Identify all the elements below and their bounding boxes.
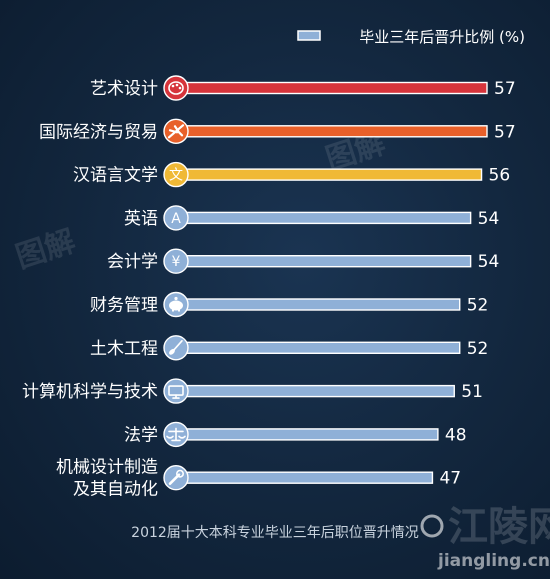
- monitor-icon: [168, 385, 184, 399]
- wrench-icon: [168, 469, 185, 485]
- icon-badge: [163, 205, 189, 231]
- watermark-site-name: 江陵网: [448, 504, 550, 550]
- legend: 毕业三年后晋升比例 (%): [297, 28, 525, 46]
- category-label: 英语: [124, 209, 158, 229]
- icon-badge: [163, 378, 189, 404]
- bar-row: 财务管理 52: [90, 291, 489, 318]
- yen-icon-glyph: ¥: [172, 254, 181, 270]
- legend-label: 毕业三年后晋升比例 (%): [359, 28, 525, 46]
- bar: [175, 125, 488, 138]
- bar: [175, 384, 455, 398]
- scales-icon: [166, 427, 186, 442]
- palette-icon: [168, 81, 184, 95]
- bar: [175, 81, 488, 95]
- category-label: 艺术设计: [90, 79, 158, 99]
- shovel-icon: [169, 340, 183, 355]
- bar: [175, 471, 434, 484]
- bar: [175, 298, 461, 311]
- bar-row: 艺术设计 57: [90, 75, 516, 101]
- bar: [175, 211, 472, 225]
- legend-swatch: [297, 30, 321, 41]
- category-label: 国际经济与贸易: [39, 122, 158, 142]
- piggy-bank-icon: [169, 296, 183, 312]
- bar-row: 法学 48: [124, 421, 467, 448]
- wen-character-icon-glyph: 文: [169, 168, 183, 184]
- value-label: 56: [489, 166, 511, 186]
- letter-a-icon-glyph: A: [171, 211, 181, 227]
- bar-rows: 艺术设计 57 国际经济与贸易 57 汉语言文学文 56 英语 A 54 会计学 ¥54 财务管理 52…: [22, 75, 516, 500]
- wen-character-icon: 文: [169, 168, 183, 184]
- chart-caption: 2012届十大本科专业毕业三年后职位晋升情况: [131, 525, 419, 541]
- value-label: 57: [494, 122, 516, 142]
- watermark-site-url: jiangling.cn: [437, 551, 550, 571]
- bar-row: 土木工程 52: [90, 335, 489, 361]
- value-label: 48: [445, 425, 467, 445]
- bar-row: 国际经济与贸易 57: [39, 118, 516, 145]
- icon-badge: [163, 248, 189, 274]
- value-label: 52: [467, 339, 489, 359]
- category-label: 计算机科学与技术: [22, 382, 158, 402]
- airplane-icon: [167, 124, 185, 139]
- category-label: 及其自动化: [73, 480, 158, 500]
- bar: [175, 254, 472, 268]
- letter-a-icon: A: [171, 211, 181, 227]
- icon-badge: [163, 75, 189, 101]
- value-label: 52: [467, 296, 489, 316]
- bar-row: 英语 A 54: [124, 205, 500, 231]
- value-label: 47: [439, 469, 461, 489]
- value-label: 54: [478, 252, 500, 272]
- bar: [175, 168, 483, 181]
- bar-row: 汉语言文学文 56: [73, 161, 511, 188]
- bar: [175, 341, 461, 354]
- value-label: 57: [494, 79, 516, 99]
- site-watermark: 江陵网 jiangling.cn: [420, 504, 550, 571]
- category-label: 机械设计制造: [56, 458, 158, 478]
- value-label: 51: [461, 382, 483, 402]
- icon-badge: [163, 161, 189, 188]
- category-label: 法学: [124, 425, 158, 445]
- value-label: 54: [478, 209, 500, 229]
- site-logo-icon: [420, 514, 444, 538]
- category-label: 会计学: [107, 252, 158, 272]
- category-label: 汉语言文学: [73, 166, 158, 186]
- watermark-brand-left: 图解: [12, 224, 80, 276]
- yen-icon: ¥: [172, 254, 181, 270]
- bar: [175, 428, 439, 441]
- category-label: 土木工程: [90, 339, 158, 359]
- bar-row: 计算机科学与技术 51: [22, 378, 483, 404]
- bar-row: 会计学 ¥54: [107, 248, 500, 274]
- category-label: 财务管理: [90, 296, 158, 316]
